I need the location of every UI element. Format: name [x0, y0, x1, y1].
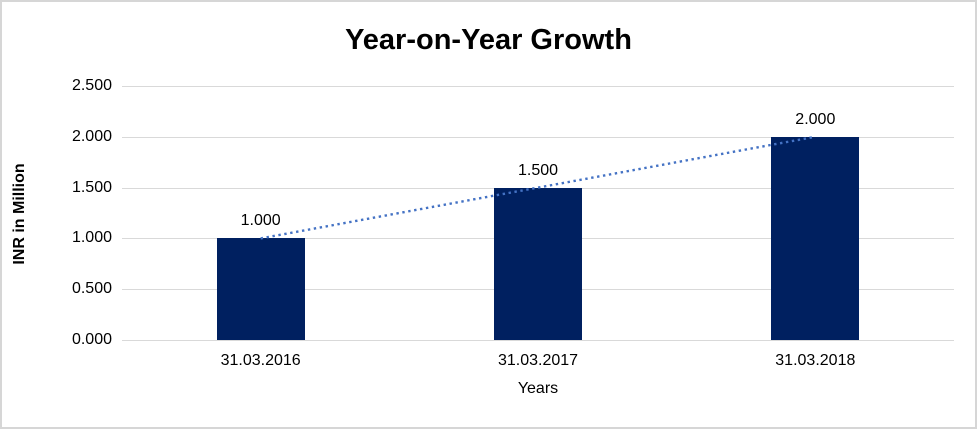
y-tick-label: 1.500 [71, 179, 112, 196]
gridline [122, 137, 954, 138]
trendline-svg [260, 135, 816, 240]
x-axis-title: Years [517, 380, 559, 397]
y-tick-label: 1.000 [71, 229, 112, 246]
trendline [260, 135, 816, 240]
gridline [122, 86, 954, 87]
x-tick-label: 31.03.2018 [775, 352, 856, 369]
bar-data-label: 2.000 [795, 110, 836, 128]
chart-title: Year-on-Year Growth [345, 24, 632, 56]
bar-data-label: 1.500 [517, 161, 559, 179]
plot-area: 0.000 0.500 1.000 1.500 2.000 2.500 1.000 31.03… [72, 77, 954, 369]
x-tick-label: 31.03.2017 [497, 352, 579, 369]
gridline [122, 340, 954, 341]
bar-31.03.2017 [494, 187, 582, 340]
y-tick-label: 0.500 [71, 280, 112, 297]
y-tick-label: 2.000 [71, 128, 112, 145]
bar-31.03.2018 [771, 136, 860, 340]
bar-data-label: 1.000 [240, 212, 281, 230]
bar-31.03.2016 [216, 238, 305, 340]
y-axis-title: INR in Million [11, 163, 28, 265]
y-tick-label: 0.000 [71, 331, 112, 348]
y-tick-label: 2.500 [71, 77, 112, 94]
x-tick-label: 31.03.2016 [220, 352, 301, 369]
